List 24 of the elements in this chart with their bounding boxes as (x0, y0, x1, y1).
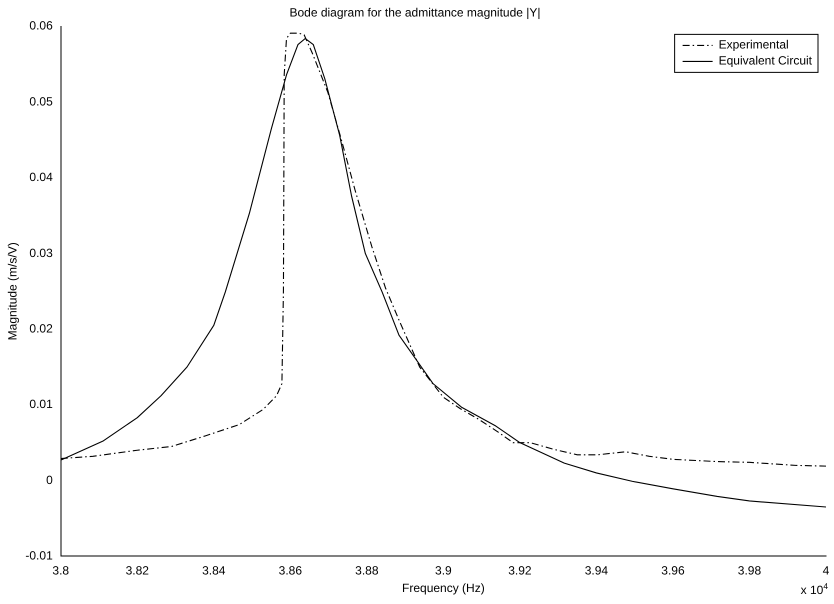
x-tick-label: 4 (822, 564, 830, 578)
y-tick-label: -0.01 (25, 548, 54, 563)
x-tick-label: 3.88 (355, 564, 379, 578)
y-axis-title: Magnitude (m/s/V) (6, 242, 20, 340)
chart-title: Bode diagram for the admittance magnitude |Y| (289, 6, 541, 20)
legend-label: Experimental (718, 38, 789, 52)
y-tick-label: 0.02 (29, 321, 54, 336)
y-tick-label: 0.03 (29, 246, 54, 260)
y-tick-label: 0 (46, 472, 54, 487)
x-tick-label: 3.94 (584, 564, 608, 578)
x-tick-label: 3.98 (738, 564, 762, 578)
x-tick-label: 3.82 (126, 564, 150, 578)
y-tick-label: 0.06 (29, 18, 54, 33)
y-tick-label: 0.01 (29, 397, 54, 412)
x-tick-label: 3.84 (202, 564, 226, 578)
x-axis-title: Frequency (Hz) (402, 581, 485, 596)
x-tick-label: 3.8 (52, 564, 70, 578)
legend-label: Equivalent Circuit (718, 54, 813, 68)
x-tick-label: 3.92 (508, 564, 532, 578)
x-tick-label: 3.9 (435, 564, 452, 578)
y-tick-label: 0.04 (29, 170, 54, 184)
x-tick-label: 3.96 (661, 564, 685, 578)
y-tick-label: 0.05 (29, 94, 54, 108)
x-tick-label: 3.86 (278, 564, 302, 578)
